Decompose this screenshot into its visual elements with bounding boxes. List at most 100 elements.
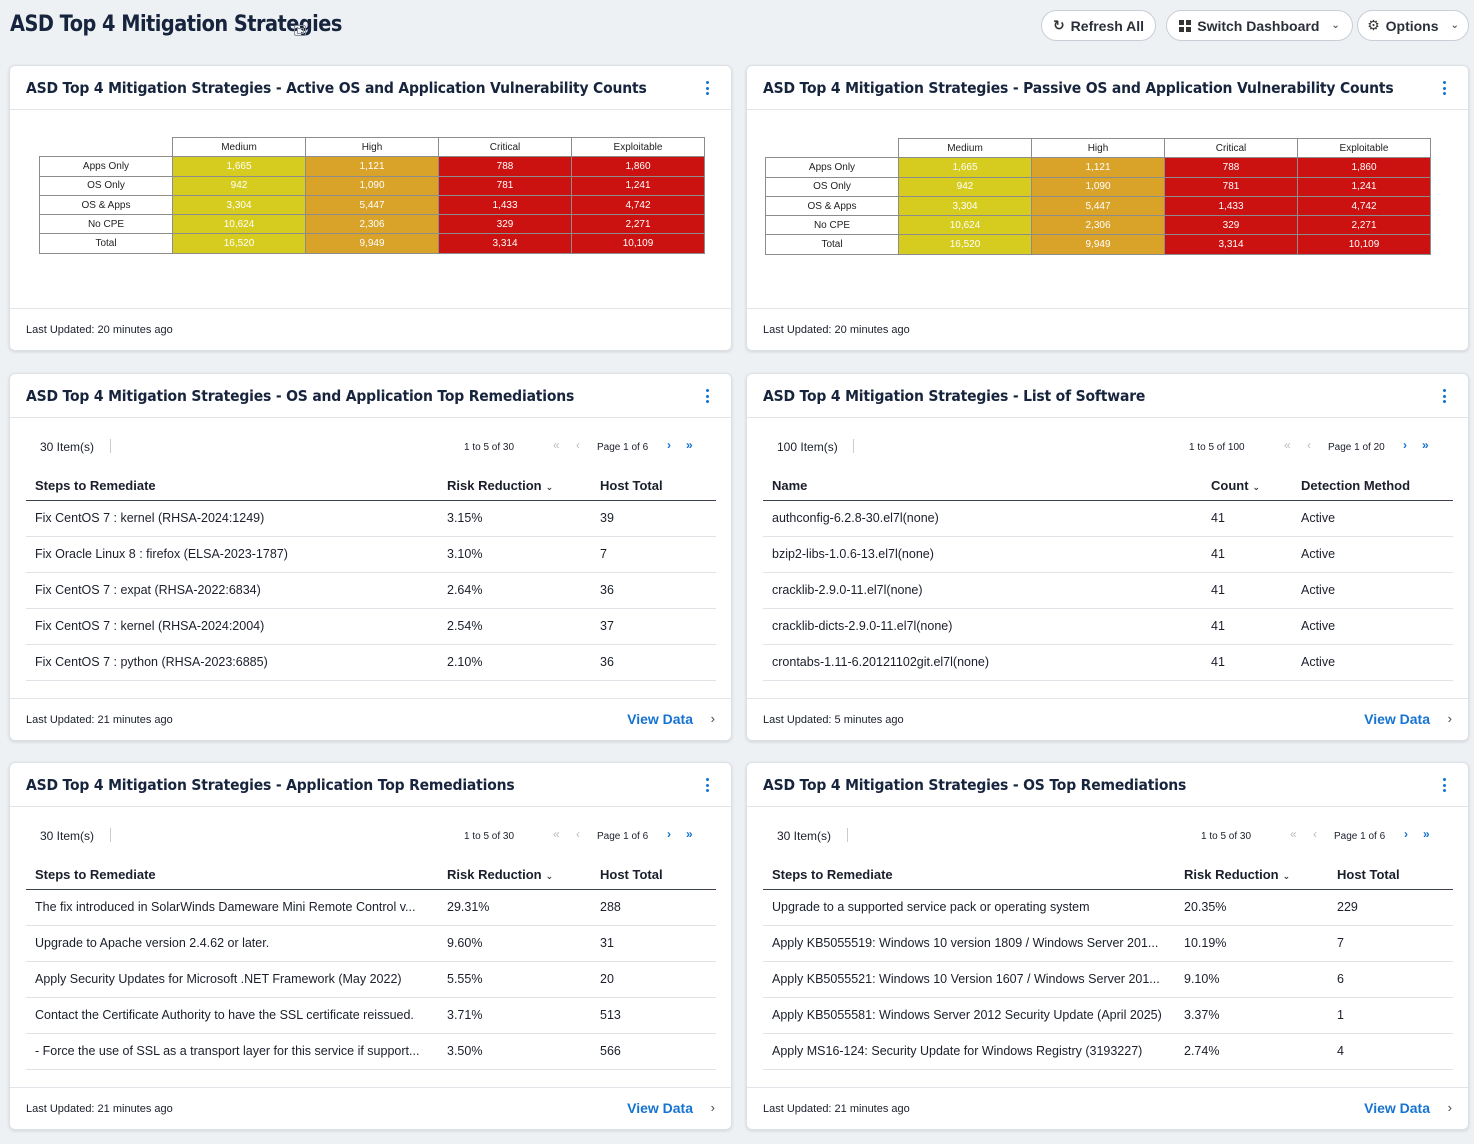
- matrix-cell[interactable]: 10,624: [172, 214, 306, 235]
- matrix-cell[interactable]: 1,860: [1297, 157, 1431, 178]
- table-row[interactable]: Apply KB5055581: Windows Server 2012 Sec…: [763, 997, 1453, 1034]
- matrix-cell[interactable]: 16,520: [898, 234, 1032, 255]
- sortable-column-header[interactable]: Risk Reduction ⌄: [438, 472, 591, 501]
- matrix-cell[interactable]: 10,109: [1297, 234, 1431, 255]
- table-row[interactable]: Apply KB5055519: Windows 10 version 1809…: [763, 925, 1453, 962]
- first-page-icon[interactable]: «: [1290, 827, 1297, 841]
- prev-page-icon[interactable]: ‹: [576, 438, 580, 452]
- table-row[interactable]: Fix Oracle Linux 8 : firefox (ELSA-2023-…: [26, 536, 716, 573]
- matrix-cell[interactable]: 1,665: [172, 156, 306, 177]
- column-header[interactable]: Host Total: [591, 472, 716, 501]
- card-menu-icon[interactable]: [1442, 389, 1446, 403]
- column-header[interactable]: Steps to Remediate: [26, 861, 438, 890]
- matrix-cell[interactable]: 788: [438, 156, 572, 177]
- matrix-cell[interactable]: 781: [438, 175, 572, 196]
- prev-page-icon[interactable]: ‹: [1307, 438, 1311, 452]
- chevron-right-icon[interactable]: ›: [1447, 1100, 1452, 1115]
- table-row[interactable]: authconfig-6.2.8-30.el7l(none) 41 Active: [763, 500, 1453, 537]
- refresh-all-button[interactable]: ↻ Refresh All: [1041, 10, 1156, 41]
- column-header[interactable]: Host Total: [1328, 861, 1453, 890]
- next-page-icon[interactable]: ›: [667, 438, 671, 452]
- matrix-cell[interactable]: 1,241: [1297, 176, 1431, 197]
- matrix-cell[interactable]: 3,314: [1164, 234, 1298, 255]
- dashboard-info-icon[interactable]: [294, 25, 306, 36]
- matrix-cell[interactable]: 942: [172, 175, 306, 196]
- table-row[interactable]: Apply MS16-124: Security Update for Wind…: [763, 1033, 1453, 1070]
- matrix-cell[interactable]: 9,949: [1031, 234, 1165, 255]
- sortable-column-header[interactable]: Count ⌄: [1202, 472, 1292, 501]
- table-row[interactable]: Upgrade to Apache version 2.4.62 or late…: [26, 925, 716, 962]
- last-page-icon[interactable]: »: [1422, 438, 1429, 452]
- matrix-cell[interactable]: 1,090: [305, 175, 439, 196]
- last-page-icon[interactable]: »: [686, 827, 693, 841]
- matrix-cell[interactable]: 4,742: [1297, 195, 1431, 217]
- table-row[interactable]: The fix introduced in SolarWinds Damewar…: [26, 889, 716, 926]
- card-menu-icon[interactable]: [1442, 778, 1446, 792]
- chevron-right-icon[interactable]: ›: [710, 711, 715, 726]
- matrix-cell[interactable]: 329: [438, 214, 572, 235]
- card-menu-icon[interactable]: [1442, 81, 1446, 95]
- matrix-cell[interactable]: 5,447: [305, 194, 439, 216]
- sortable-column-header[interactable]: Risk Reduction ⌄: [1175, 861, 1328, 890]
- column-header[interactable]: Name: [763, 472, 1202, 501]
- matrix-cell[interactable]: 2,271: [1297, 215, 1431, 236]
- matrix-cell[interactable]: 2,271: [571, 214, 705, 235]
- table-row[interactable]: Apply Security Updates for Microsoft .NE…: [26, 961, 716, 998]
- matrix-cell[interactable]: 1,121: [305, 156, 439, 177]
- matrix-cell[interactable]: 1,433: [438, 194, 572, 216]
- table-row[interactable]: crontabs-1.11-6.20121102git.el7l(none) 41…: [763, 644, 1453, 681]
- view-data-link[interactable]: View Data: [1364, 1100, 1430, 1116]
- matrix-cell[interactable]: 9,949: [305, 233, 439, 254]
- last-page-icon[interactable]: »: [1423, 827, 1430, 841]
- matrix-cell[interactable]: 1,241: [571, 175, 705, 196]
- table-row[interactable]: cracklib-2.9.0-11.el7l(none) 41 Active: [763, 572, 1453, 609]
- matrix-cell[interactable]: 2,306: [1031, 215, 1165, 236]
- matrix-cell[interactable]: 1,860: [571, 156, 705, 177]
- first-page-icon[interactable]: «: [1284, 438, 1291, 452]
- view-data-link[interactable]: View Data: [627, 1100, 693, 1116]
- chevron-right-icon[interactable]: ›: [710, 1100, 715, 1115]
- table-row[interactable]: Fix CentOS 7 : expat (RHSA-2022:6834) 2.6…: [26, 572, 716, 609]
- matrix-cell[interactable]: 1,090: [1031, 176, 1165, 197]
- matrix-cell[interactable]: 781: [1164, 176, 1298, 197]
- matrix-cell[interactable]: 3,304: [898, 195, 1032, 217]
- column-header[interactable]: Detection Method: [1292, 472, 1453, 501]
- matrix-cell[interactable]: 10,624: [898, 215, 1032, 236]
- matrix-cell[interactable]: 788: [1164, 157, 1298, 178]
- card-menu-icon[interactable]: [705, 778, 709, 792]
- column-header[interactable]: Host Total: [591, 861, 716, 890]
- matrix-cell[interactable]: 4,742: [571, 194, 705, 216]
- first-page-icon[interactable]: «: [553, 827, 560, 841]
- column-header[interactable]: Steps to Remediate: [26, 472, 438, 501]
- view-data-link[interactable]: View Data: [1364, 711, 1430, 727]
- sortable-column-header[interactable]: Risk Reduction ⌄: [438, 861, 591, 890]
- matrix-cell[interactable]: 3,314: [438, 233, 572, 254]
- table-row[interactable]: Contact the Certificate Authority to hav…: [26, 997, 716, 1034]
- chevron-right-icon[interactable]: ›: [1447, 711, 1452, 726]
- matrix-cell[interactable]: 5,447: [1031, 195, 1165, 217]
- matrix-cell[interactable]: 2,306: [305, 214, 439, 235]
- table-row[interactable]: Apply KB5055521: Windows 10 Version 1607…: [763, 961, 1453, 998]
- table-row[interactable]: Fix CentOS 7 : python (RHSA-2023:6885) 2.…: [26, 644, 716, 681]
- matrix-cell[interactable]: 10,109: [571, 233, 705, 254]
- next-page-icon[interactable]: ›: [667, 827, 671, 841]
- table-row[interactable]: bzip2-libs-1.0.6-13.el7l(none) 41 Active: [763, 536, 1453, 573]
- next-page-icon[interactable]: ›: [1404, 827, 1408, 841]
- table-row[interactable]: cracklib-dicts-2.9.0-11.el7l(none) 41 Acti…: [763, 608, 1453, 645]
- table-row[interactable]: - Force the use of SSL as a transport la…: [26, 1033, 716, 1070]
- matrix-cell[interactable]: 1,121: [1031, 157, 1165, 178]
- matrix-cell[interactable]: 942: [898, 176, 1032, 197]
- prev-page-icon[interactable]: ‹: [576, 827, 580, 841]
- view-data-link[interactable]: View Data: [627, 711, 693, 727]
- matrix-cell[interactable]: 329: [1164, 215, 1298, 236]
- table-row[interactable]: Fix CentOS 7 : kernel (RHSA-2024:1249) 3.…: [26, 500, 716, 537]
- card-menu-icon[interactable]: [705, 389, 709, 403]
- matrix-cell[interactable]: 1,433: [1164, 195, 1298, 217]
- first-page-icon[interactable]: «: [553, 438, 560, 452]
- matrix-cell[interactable]: 3,304: [172, 194, 306, 216]
- options-button[interactable]: ⚙ Options ⌄: [1357, 10, 1469, 41]
- matrix-cell[interactable]: 16,520: [172, 233, 306, 254]
- prev-page-icon[interactable]: ‹: [1313, 827, 1317, 841]
- card-menu-icon[interactable]: [705, 81, 709, 95]
- column-header[interactable]: Steps to Remediate: [763, 861, 1175, 890]
